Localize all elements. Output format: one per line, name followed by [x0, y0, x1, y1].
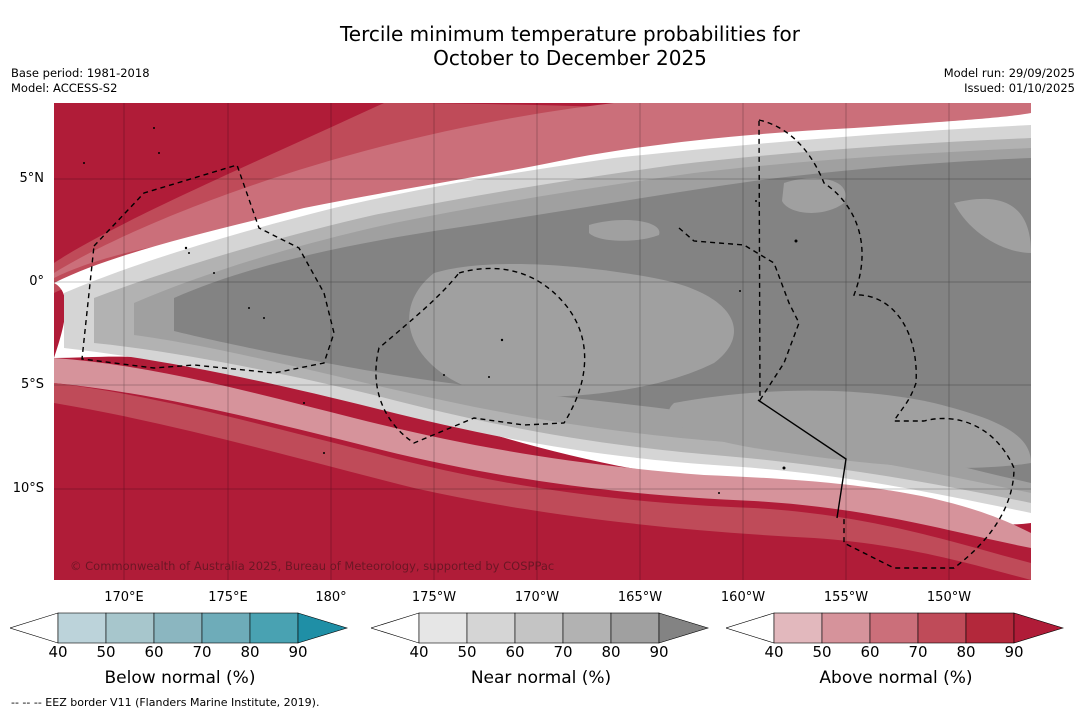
lon-label: 180° — [315, 590, 347, 605]
lat-label: 0° — [29, 274, 44, 289]
above-normal-90-south — [54, 403, 1031, 580]
title-line-1: Tercile minimum temperature probabilitie… — [339, 22, 801, 46]
cbar-swatch-6 — [1013, 612, 1065, 644]
cbar-tick: 80 — [956, 643, 976, 661]
eez-tokelau — [375, 267, 586, 444]
cbar-tick: 80 — [601, 643, 621, 661]
cbar-swatch-6 — [658, 612, 710, 644]
lon-label: 170°E — [104, 590, 144, 605]
near-normal-patch-ne — [954, 198, 1031, 253]
lon-label: 160°W — [720, 590, 766, 605]
cbar-tick: 90 — [288, 643, 308, 661]
eez-borders — [81, 119, 1015, 569]
cbar-swatch-2 — [821, 612, 871, 644]
cbar-tick: 70 — [553, 643, 573, 661]
meta-right: Model run: 29/09/2025 Issued: 01/10/2025 — [944, 66, 1075, 96]
near-normal-patch-east — [668, 390, 1031, 468]
base-period: Base period: 1981-2018 — [11, 66, 150, 80]
cbar-swatch-4 — [562, 612, 612, 644]
cbar-tick: 50 — [96, 643, 116, 661]
islands — [83, 127, 798, 494]
cbar-tick: 90 — [1004, 643, 1024, 661]
cbar-tick: 70 — [908, 643, 928, 661]
lon-label: 170°W — [514, 590, 560, 605]
lon-label: 175°W — [411, 590, 457, 605]
title-line-2: October to December 2025 — [433, 46, 707, 70]
cbar-tick: 40 — [409, 643, 429, 661]
cbar-swatch-1 — [773, 612, 823, 644]
near-normal-patch-central — [409, 263, 734, 397]
cbar-tick: 60 — [860, 643, 880, 661]
cbar-tick: 40 — [48, 643, 68, 661]
cbar-tick: 80 — [240, 643, 260, 661]
eez-solid-boundary — [757, 399, 847, 519]
cbar-swatch-3 — [514, 612, 564, 644]
near-normal-patch-small — [589, 220, 660, 241]
colorbar-title-below: Below normal (%) — [104, 668, 256, 688]
cbar-swatch-0 — [10, 612, 59, 644]
cbar-swatch-0 — [371, 612, 420, 644]
cbar-swatch-5 — [249, 612, 299, 644]
cbar-tick: 70 — [192, 643, 212, 661]
above-normal-60-south — [54, 358, 1031, 548]
probability-map — [54, 103, 1031, 580]
map-panel[interactable] — [54, 103, 1031, 580]
eez-cook-islands — [678, 119, 1015, 569]
lon-label: 175°E — [208, 590, 248, 605]
cbar-tick: 50 — [457, 643, 477, 661]
cbar-swatch-2 — [105, 612, 155, 644]
colorbar-title-near: Near normal (%) — [470, 668, 612, 688]
cbar-swatch-3 — [153, 612, 203, 644]
model-name: Model: ACCESS-S2 — [11, 81, 118, 95]
lat-label: 5°N — [19, 171, 45, 186]
cbar-swatch-4 — [917, 612, 967, 644]
cbar-swatch-3 — [869, 612, 919, 644]
lon-label: 155°W — [823, 590, 869, 605]
meta-left: Base period: 1981-2018 Model: ACCESS-S2 — [11, 66, 150, 96]
cbar-swatch-5 — [610, 612, 660, 644]
colorbar-above-normal — [726, 612, 1065, 644]
map-title: Tercile minimum temperature probabilitie… — [0, 22, 1085, 70]
model-run: Model run: 29/09/2025 — [943, 66, 1075, 80]
colorbar-below-normal — [10, 612, 349, 644]
lat-label: 5°S — [20, 377, 44, 392]
lat-label: 10°S — [12, 481, 44, 496]
colorbar-near-normal — [371, 612, 710, 644]
cbar-swatch-5 — [965, 612, 1015, 644]
lon-label: 165°W — [617, 590, 663, 605]
issued-date: Issued: 01/10/2025 — [964, 81, 1075, 95]
cbar-tick: 40 — [764, 643, 784, 661]
cbar-tick: 50 — [812, 643, 832, 661]
cbar-swatch-0 — [726, 612, 775, 644]
cbar-tick: 90 — [649, 643, 669, 661]
eez-tuvalu — [81, 164, 335, 374]
cbar-tick: 60 — [505, 643, 525, 661]
eez-legend-note: -- -- -- EEZ border V11 (Flanders Marine… — [11, 696, 320, 709]
cbar-swatch-6 — [297, 612, 349, 644]
cbar-swatch-2 — [466, 612, 516, 644]
colorbar-title-above: Above normal (%) — [819, 668, 973, 688]
copyright-notice: © Commonwealth of Australia 2025, Bureau… — [70, 559, 555, 573]
lon-label: 150°W — [926, 590, 972, 605]
cbar-swatch-1 — [418, 612, 468, 644]
cbar-swatch-1 — [57, 612, 107, 644]
cbar-tick: 60 — [144, 643, 164, 661]
cbar-swatch-4 — [201, 612, 251, 644]
graticule — [54, 103, 1031, 580]
